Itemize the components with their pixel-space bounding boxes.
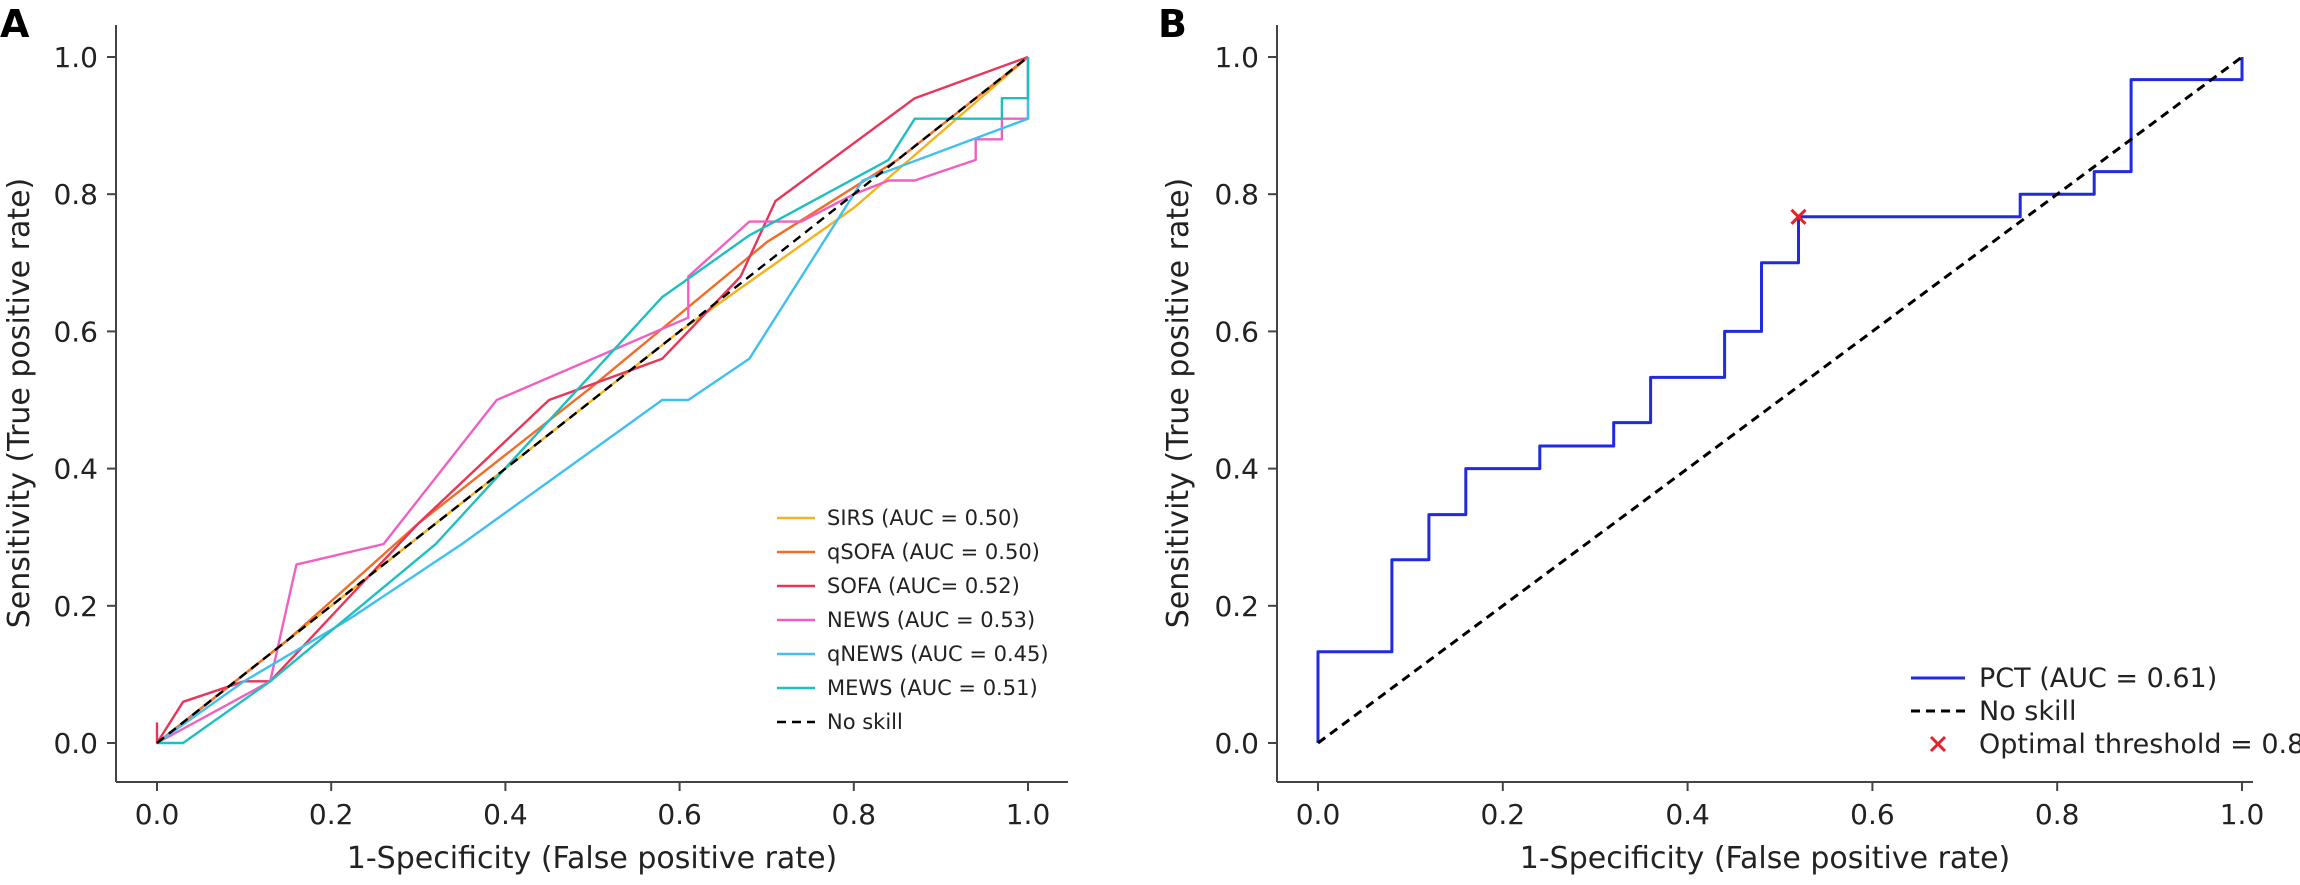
panel-b-optimal-threshold-marker [1790, 208, 1807, 225]
legend-label: PCT (AUC = 0.61) [1979, 663, 2217, 694]
panel-b-x-tick-label: 0.4 [1665, 798, 1710, 831]
panel-b-y-tick-label: 0.0 [1214, 727, 1259, 760]
panel-b-x-tick-label: 0.8 [2035, 798, 2080, 831]
panel-a-legend-entry: No skill [777, 710, 903, 734]
panel-a: A 0.0 0.2 0.4 0.6 0.8 1.0 0.0 0.2 0.4 0.6 0.8 1.0 1… [0, 2, 1068, 876]
legend-label: SIRS (AUC = 0.50) [827, 506, 1020, 530]
panel-a-y-tick-label: 0.6 [53, 315, 98, 348]
panel-b-y-tick-label: 0.8 [1214, 178, 1259, 211]
legend-label: NEWS (AUC = 0.53) [827, 608, 1035, 632]
panel-a-series-line-6 [157, 57, 1030, 745]
panel-a-y-tick-label: 0.2 [53, 590, 98, 623]
panel-a-legend-entry: NEWS (AUC = 0.53) [777, 608, 1035, 632]
panel-b-y-tick-label: 0.2 [1214, 590, 1259, 623]
legend-label: MEWS (AUC = 0.51) [827, 676, 1038, 700]
panel-a-legend-entry: SOFA (AUC= 0.52) [777, 574, 1020, 598]
panel-b-x-axis-label: 1-Specificity (False positive rate) [1520, 841, 2010, 876]
legend-label: qNEWS (AUC = 0.45) [827, 642, 1049, 666]
panel-a-x-tick-label: 0.6 [657, 798, 702, 831]
panel-b-series-line-1 [1316, 57, 2244, 743]
legend-swatch-x-icon [1929, 735, 1947, 753]
legend-label: No skill [1979, 696, 2077, 727]
panel-a-y-tick-label: 0.0 [53, 727, 98, 760]
panel-a-y-tick-label: 0.8 [53, 178, 98, 211]
panel-a-letter: A [0, 2, 30, 46]
panel-a-y-axis-label: Sensitivity (True positive rate) [2, 178, 37, 629]
legend-label: No skill [827, 710, 903, 734]
panel-a-x-tick-label: 0.2 [309, 798, 354, 831]
panel-a-series-line-3 [155, 55, 1029, 745]
panel-b-legend-entry: PCT (AUC = 0.61) [1911, 663, 2217, 694]
panel-b-x-tick-label: 0.2 [1481, 798, 1526, 831]
panel-a-x-tick-label: 0.8 [832, 798, 877, 831]
panel-a-x-axis-label: 1-Specificity (False positive rate) [347, 841, 837, 876]
legend-label: Optimal threshold = 0.85 [1979, 729, 2300, 760]
panel-a-series-line-7 [156, 56, 1029, 744]
panel-b-y-tick-label: 0.4 [1214, 453, 1259, 486]
panel-b-x-tick-label: 0.6 [1850, 798, 1895, 831]
panel-b-y-axis-label: Sensitivity (True positive rate) [1161, 178, 1196, 629]
panel-a-series-line-5 [156, 57, 1030, 744]
panel-b-legend-entry: No skill [1911, 696, 2077, 727]
panel-b-letter: B [1158, 2, 1187, 46]
panel-b: B 0.0 0.2 0.4 0.6 0.8 1.0 0.0 0.2 0.4 0.6 0.8 1.0 1… [1158, 2, 2300, 876]
panel-a-legend-entry: qNEWS (AUC = 0.45) [777, 642, 1049, 666]
panel-a-y-tick-label: 0.4 [53, 453, 98, 486]
panel-a-x-tick-label: 1.0 [1006, 798, 1051, 831]
panel-b-x-tick-label: 0.0 [1296, 798, 1341, 831]
panel-a-series-line-4 [156, 57, 1030, 745]
panel-b-legend-entry: Optimal threshold = 0.85 [1929, 729, 2300, 760]
panel-a-legend-entry: SIRS (AUC = 0.50) [777, 506, 1020, 530]
legend-label: SOFA (AUC= 0.52) [827, 574, 1020, 598]
panel-a-legend-entry: qSOFA (AUC = 0.50) [777, 540, 1040, 564]
panel-b-x-tick-label: 1.0 [2220, 798, 2265, 831]
panel-b-y-tick-label: 1.0 [1214, 41, 1259, 74]
panel-b-y-tick-label: 0.6 [1214, 315, 1259, 348]
panel-a-x-tick-label: 0.4 [483, 798, 528, 831]
panel-a-y-tick-label: 1.0 [53, 41, 98, 74]
legend-label: qSOFA (AUC = 0.50) [827, 540, 1040, 564]
panel-a-legend: SIRS (AUC = 0.50) qSOFA (AUC = 0.50) SOFA … [777, 506, 1049, 734]
panel-a-legend-entry: MEWS (AUC = 0.51) [777, 676, 1038, 700]
panel-a-x-tick-label: 0.0 [135, 798, 180, 831]
panel-b-series-line-2 [1317, 55, 2243, 745]
